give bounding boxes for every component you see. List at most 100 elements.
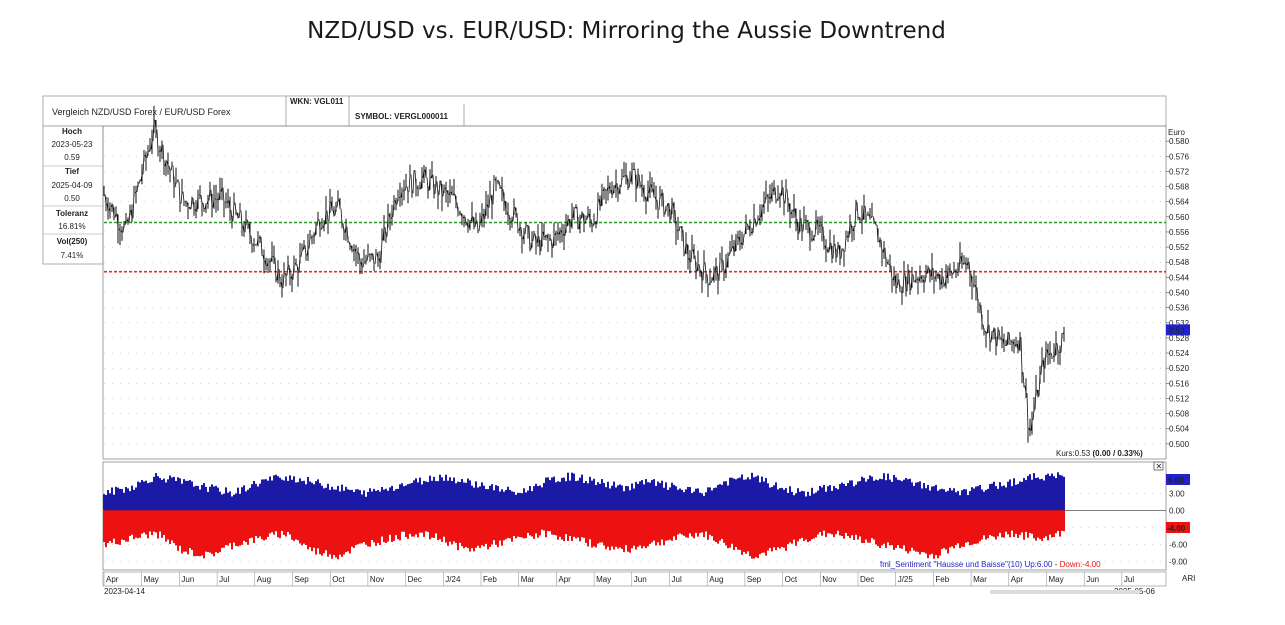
price-segment [500, 186, 503, 190]
price-segment [784, 189, 787, 204]
x-axis: Apr May Jun Jul Aug Sep Oct Nov Dec J/24 Feb Mar Apr… [103, 572, 1134, 586]
price-segment [582, 212, 585, 224]
price-segment [314, 225, 317, 237]
price-segment [380, 240, 383, 263]
price-segment [226, 200, 229, 203]
price-segment [280, 282, 283, 289]
price-segment [808, 222, 811, 240]
price-segment [130, 209, 133, 219]
x-tick-label: Jun [634, 575, 647, 584]
price-segment [614, 183, 617, 189]
price-tick-label: 0.580 [1169, 137, 1190, 146]
price-segment [262, 255, 265, 261]
price-tick-label: 0.572 [1169, 167, 1190, 176]
price-segment [768, 196, 771, 199]
x-tick-label: Nov [370, 575, 384, 584]
price-segment [296, 264, 299, 273]
price-segment [290, 276, 293, 280]
price-segment [236, 212, 239, 219]
price-segment [758, 217, 761, 221]
price-segment [222, 187, 225, 203]
price-segment [428, 178, 431, 192]
price-segment [214, 198, 217, 200]
price-segment [716, 266, 719, 281]
price-segment [534, 233, 537, 243]
x-tick-label: Sep [295, 575, 310, 584]
price-segment [1028, 428, 1031, 431]
price-segment [422, 169, 425, 178]
price-segment [494, 178, 497, 182]
price-segment [480, 214, 483, 223]
price-segment [1046, 349, 1049, 356]
price-segment [514, 206, 517, 214]
price-segment [760, 207, 763, 218]
price-segment [616, 183, 619, 194]
price-segment [966, 261, 969, 266]
price-segment [800, 218, 803, 232]
price-segment [120, 230, 123, 233]
price-segment [172, 165, 175, 188]
price-tick-label: 0.532 [1169, 319, 1190, 328]
x-tick-label: Feb [483, 575, 497, 584]
price-segment [488, 195, 491, 208]
price-segment [732, 246, 735, 253]
price-segment [144, 154, 147, 159]
price-segment [734, 236, 737, 252]
price-segment [258, 236, 261, 239]
price-segment [798, 218, 801, 234]
price-segment [958, 256, 961, 272]
price-segment [142, 154, 145, 175]
price-segment [952, 270, 955, 275]
price-segment [728, 251, 731, 256]
price-segment [192, 197, 195, 210]
price-segment [484, 204, 487, 219]
price-segment [276, 268, 279, 281]
price-segment [776, 198, 779, 201]
price-segment [286, 264, 289, 276]
price-segment [1002, 339, 1005, 346]
price-segment [510, 220, 513, 222]
price-segment [824, 245, 827, 250]
price-segment [552, 234, 555, 249]
price-segment [190, 197, 193, 210]
price-segment [220, 187, 223, 192]
comparison-label: Vergleich NZD/USD Forex / EUR/USD Forex [52, 107, 231, 117]
price-segment [424, 169, 427, 178]
price-segment [218, 191, 221, 201]
tief-value: 0.50 [64, 194, 80, 203]
price-segment [202, 202, 205, 210]
price-segment [612, 187, 615, 195]
close-icon[interactable] [1153, 461, 1164, 471]
price-segment [570, 217, 573, 227]
price-segment [354, 248, 357, 253]
price-segment [320, 227, 323, 230]
price-segment [916, 278, 919, 281]
price-segment [752, 218, 755, 233]
price-segment [764, 195, 767, 204]
price-segment [372, 253, 375, 265]
price-segment [366, 254, 369, 262]
price-segment [370, 253, 373, 256]
price-segment [316, 219, 319, 226]
price-segment [914, 279, 917, 282]
price-segment [630, 169, 633, 182]
price-tick-label: 0.560 [1169, 213, 1190, 222]
price-segment [928, 267, 931, 277]
price-segment [632, 168, 635, 171]
price-segment [348, 241, 351, 246]
x-tick-label: Mar [973, 575, 987, 584]
price-segment [746, 223, 749, 227]
sentiment-legend: fml_Sentiment "Hausse und Baisse"(10) Up… [880, 560, 1101, 569]
price-segment [170, 165, 173, 171]
price-segment [350, 245, 353, 251]
current-value-box [1166, 324, 1190, 336]
price-segment [1038, 374, 1041, 397]
price-segment [830, 242, 833, 259]
price-segment [1054, 343, 1057, 357]
price-segment [112, 204, 115, 218]
scrollbar[interactable] [990, 590, 1140, 594]
price-segment [802, 220, 805, 232]
price-segment [232, 202, 235, 222]
price-segment [332, 210, 335, 216]
price-segment [412, 170, 415, 194]
